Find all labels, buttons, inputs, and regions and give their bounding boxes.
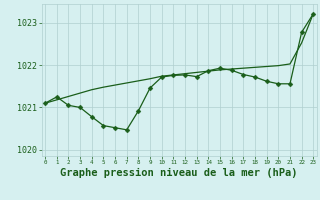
X-axis label: Graphe pression niveau de la mer (hPa): Graphe pression niveau de la mer (hPa) bbox=[60, 168, 298, 178]
